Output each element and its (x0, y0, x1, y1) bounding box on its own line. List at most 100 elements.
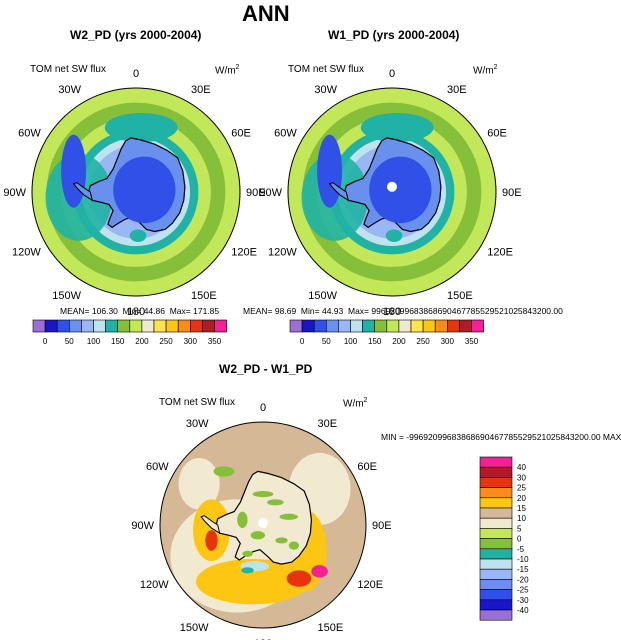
panel-1-contour-lobe (61, 134, 87, 208)
panel-1-lon-label: 30E (191, 84, 211, 96)
panel-3-variable: TOM net SW flux (159, 397, 235, 408)
panel-3-colorbar-label: 5 (517, 524, 522, 533)
panel-3-strong-positive (286, 570, 312, 587)
panel-1-colorbar-cell (56, 319, 70, 333)
panel-2-colorbar-label: 250 (416, 337, 430, 346)
panel-2-lon-label: 60W (274, 128, 297, 140)
panel-3-colorbar-cell (479, 558, 513, 570)
panel-1-lon-label: 30W (58, 84, 81, 96)
panel-2-colorbar-cell (398, 319, 412, 333)
panel-3-colorbar-label: 25 (517, 484, 526, 493)
panel-2-pole-hole (387, 181, 397, 192)
panel-3-colorbar-label: 10 (517, 514, 526, 523)
panel-2-lon-label: 150E (447, 290, 473, 302)
panel-1-map-border (31, 87, 241, 297)
panel-3-lon-label: 120W (140, 579, 169, 591)
panel-1-stats: MEAN= 106.30 Min= 44.86 Max= 171.85 (60, 306, 219, 316)
panel-2-max-value: 99692099683868690467785529521025843200.0… (371, 306, 563, 316)
panel-3-colorbar-cell (479, 477, 513, 488)
panel-1-colorbar-cell (32, 319, 46, 333)
panel-2-colorbar-label: 0 (300, 337, 305, 346)
panel-2-contour-lobe (317, 134, 343, 208)
panel-3-colorbar-label: -10 (517, 555, 529, 564)
panel-3-colorbar-cell (479, 497, 513, 509)
panel-3-negative-streak (242, 550, 253, 557)
panel-1-colorbar-cell (165, 319, 179, 333)
panel-2-lon-label: 30E (447, 84, 467, 96)
panel-1-title: W2_PD (yrs 2000-2004) (70, 28, 202, 42)
panel-1-colorbar-cell (190, 319, 203, 333)
panel-3-lon-label: 30E (318, 418, 338, 430)
panel-1-colorbar-cell (44, 319, 58, 333)
panel-2-colorbar-cell (386, 319, 400, 333)
panel-3-colorbar-cell (479, 568, 513, 580)
panel-1-min-value: 44.86 (143, 306, 165, 316)
panel-3-colorbar-label: -5 (517, 545, 525, 554)
panel-3-negative-patch (241, 567, 254, 574)
panel-1-lon-label: 120E (231, 247, 257, 259)
panel-1-mean-value: 106.30 (91, 306, 118, 316)
panel-2-mean-label: MEAN= (243, 306, 273, 316)
panel-3-positive-band (196, 558, 310, 605)
panel-3-colorbar-label: 30 (517, 473, 526, 482)
panel-3-colorbar-cell (479, 528, 513, 539)
panel-2-title: W1_PD (yrs 2000-2004) (328, 28, 460, 42)
panel-1-mean-label: MEAN= (60, 306, 90, 316)
panel-2-lon-label: 90E (502, 187, 522, 199)
panel-2-min-value: 44.93 (321, 306, 344, 316)
panel-3-peninsula (200, 515, 221, 535)
panel-3-colorbar-cell (479, 466, 513, 478)
panel-2-colorbar-cell (313, 319, 327, 333)
panel-2-lon-label: 60E (487, 128, 507, 140)
panel-3-negative-streak (279, 513, 299, 520)
panel-3-strong-positive (205, 530, 218, 551)
panel-1-colorbar-label: 200 (135, 337, 149, 346)
panel-3-negative-streak (288, 541, 300, 550)
panel-1-colorbar-cell (141, 319, 155, 333)
panel-1-colorbar-cell (129, 319, 143, 333)
panel-1-colorbar-cell (214, 319, 227, 333)
panel-1-colorbar-label: 50 (65, 337, 74, 346)
panel-3-colorbar-label: 0 (517, 535, 522, 544)
panel-2-colorbar-label: 150 (368, 337, 382, 346)
panel-1-lon-label: 150E (191, 290, 217, 302)
panel-3-lon-label: 150W (180, 622, 209, 634)
panel-1-lon-label: 60W (18, 128, 41, 140)
panel-2-colorbar-cell (459, 319, 472, 333)
panel-3-lon-label: 60W (146, 461, 169, 473)
panel-1-colorbar-label: 350 (208, 337, 222, 346)
panel-3-negative-streak (252, 491, 274, 498)
panel-3-colorbar-cell (479, 507, 513, 519)
panel-2-colorbar-label: 50 (322, 337, 331, 346)
panel-3-colorbar-cell (479, 579, 513, 590)
panel-3-colorbar-label: -30 (517, 596, 529, 605)
panel-3-units-sup: 2 (363, 397, 368, 404)
panel-1-colorbar-cell (69, 319, 82, 333)
panel-3-colorbar-label: -25 (517, 586, 529, 595)
panel-2-units: W/m2 (473, 64, 497, 76)
panel-2-colorbar-cell (338, 319, 351, 333)
panel-3-colorbar-cell (479, 517, 513, 529)
panel-2-lon-label: 30W (314, 84, 337, 96)
panel-1-ross-sea-patch (129, 229, 147, 242)
panel-3-negative-streak (250, 531, 266, 540)
panel-3-lon-label: 150E (318, 622, 344, 634)
panel-1-colorbar-label: 100 (87, 337, 101, 346)
panel-1-units-text: W/m (215, 65, 236, 77)
panel-1-units: W/m2 (215, 64, 239, 76)
panel-1-max-label: Max= (169, 306, 191, 316)
panel-3-units-text: W/m (343, 398, 364, 410)
panel-1-colorbar-cell (105, 319, 118, 333)
panel-3-colorbar-label: -15 (517, 565, 529, 574)
panel-2-colorbar-cell (471, 319, 484, 333)
panel-3-negative-streak (275, 537, 288, 544)
panel-2-colorbar-cell (362, 319, 376, 333)
panel-2-colorbar-cell (422, 319, 436, 333)
panel-2-colorbar-label: 100 (344, 337, 358, 346)
panel-3-lon-label: 60E (357, 461, 377, 473)
panel-2-units-text: W/m (473, 65, 494, 77)
panel-3-strong-positive (311, 565, 328, 578)
panel-3-lon-label: 90E (372, 520, 392, 532)
panel-2-colorbar-cell (374, 319, 388, 333)
panel-1-lon-label: 90W (3, 187, 26, 199)
